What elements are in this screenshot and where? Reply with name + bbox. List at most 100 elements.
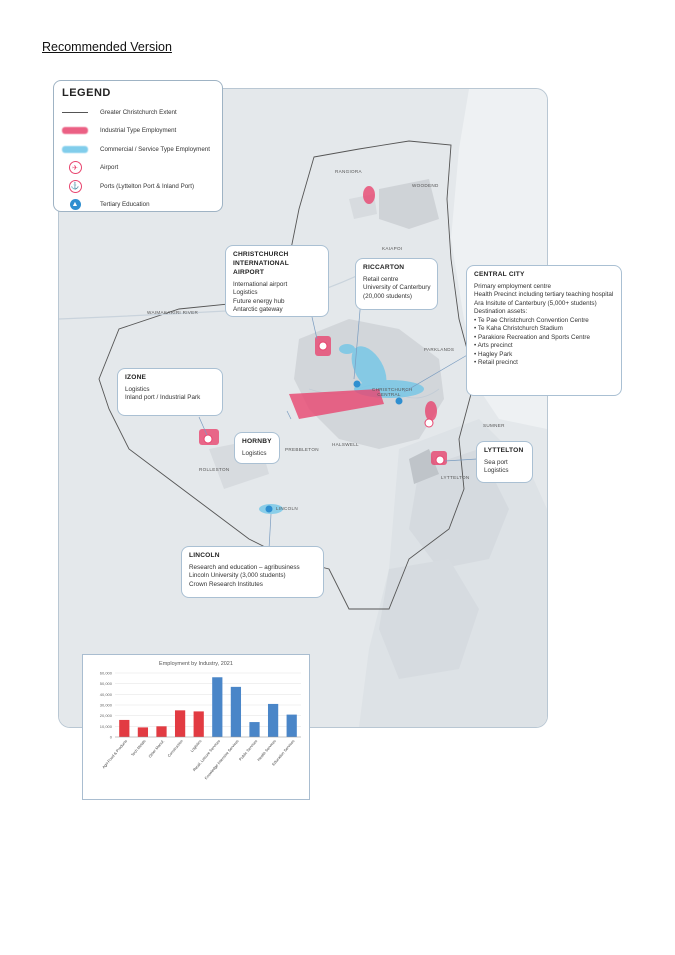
- legend-title: LEGEND: [62, 87, 111, 99]
- callout-line: • Parakiore Recreation and Sports Centre: [474, 333, 590, 341]
- callout-line: Crown Research Institutes: [189, 580, 263, 588]
- callout-line: Future energy hub: [233, 297, 285, 305]
- callout-title: CHRISTCHURCH: [233, 251, 289, 258]
- bar: [286, 714, 297, 737]
- bar: [119, 719, 130, 737]
- x-tick-label: Health Services: [257, 739, 277, 762]
- place-halswell: HALSWELL: [332, 442, 359, 447]
- callout-izone: IZONE Logistics Inland port / Industrial…: [117, 368, 223, 416]
- legend-item-education: ▲ Tertiary Education: [62, 196, 214, 215]
- callout-line: Inland port / Industrial Park: [125, 394, 201, 402]
- airport-icon: [318, 341, 328, 351]
- callout-line: Research and education – agribusiness: [189, 563, 300, 571]
- callout-line: Health Precinct including tertiary teach…: [474, 291, 614, 299]
- callout-line: Logistics: [125, 385, 150, 393]
- legend-item-label: Industrial Type Employment: [100, 127, 177, 135]
- callout-line: • Te Kaha Christchurch Stadium: [474, 325, 563, 333]
- callout-line: (20,000 students): [363, 292, 413, 300]
- legend-item-industrial: Industrial Type Employment: [62, 122, 214, 141]
- callout-line: • Te Pae Christchurch Convention Centre: [474, 316, 589, 324]
- callout-title: IZONE: [125, 374, 147, 381]
- place-lincoln: LINCOLN: [276, 506, 299, 511]
- y-tick-label: 60,000: [100, 671, 113, 676]
- legend-item-label: Ports (Lyttelton Port & Inland Port): [100, 182, 194, 190]
- callout-title: HORNBY: [242, 438, 272, 445]
- place-parklands: PARKLANDS: [424, 347, 455, 352]
- education-icon: ▲: [69, 199, 81, 211]
- callout-line: • Arts precinct: [474, 342, 513, 350]
- callout-line: Logistics: [233, 289, 258, 297]
- callout-lyttelton: LYTTELTON Sea port Logistics: [476, 441, 533, 483]
- bar: [174, 710, 186, 737]
- commercial-band-icon: [62, 145, 88, 153]
- y-tick-label: 10,000: [100, 724, 113, 729]
- y-tick-label: 30,000: [100, 703, 113, 708]
- greater-christchurch-extent: [98, 140, 476, 610]
- legend-item-label: Greater Christchurch Extent: [100, 108, 177, 116]
- legend-item-extent: Greater Christchurch Extent: [62, 103, 214, 122]
- legend-item-label: Commercial / Service Type Employment: [100, 145, 210, 153]
- callout-line: Sea port: [484, 458, 508, 466]
- y-tick-label: 20,000: [100, 713, 113, 718]
- callout-title: LINCOLN: [189, 552, 220, 559]
- x-tick-label: Logistics: [190, 739, 203, 753]
- place-christchurch-central: CHRISTCHURCH CENTRAL: [372, 387, 413, 397]
- legend-item-commercial: Commercial / Service Type Employment: [62, 140, 214, 159]
- callout-line: International airport: [233, 280, 288, 288]
- bar: [249, 722, 260, 737]
- industrial-band-icon: [62, 127, 88, 135]
- bar: [193, 711, 204, 737]
- legend-item-label: Tertiary Education: [100, 201, 150, 209]
- legend: LEGEND Greater Christchurch Extent Indus…: [53, 80, 223, 212]
- callout-hornby: HORNBY Logistics: [234, 432, 280, 464]
- bar: [212, 677, 223, 737]
- callout-line: Logistics: [484, 467, 509, 475]
- airport-icon: ✈: [68, 161, 82, 175]
- x-tick-label: Public Services: [239, 739, 259, 762]
- callout-airport: CHRISTCHURCH INTERNATIONAL AIRPORT Inter…: [225, 245, 329, 317]
- x-tick-label: Agri-Food & Products: [102, 739, 128, 769]
- x-tick-label: Construction: [167, 739, 184, 758]
- x-tick-label: Other Manuf.: [148, 739, 165, 759]
- callout-line: Logistics: [242, 449, 267, 457]
- place-rangiora: RANGIORA: [335, 169, 362, 174]
- place-sumner: SUMNER: [483, 423, 505, 428]
- place-waimakariri-river: WAIMAKARIRI RIVER: [147, 310, 199, 315]
- bar: [230, 686, 242, 737]
- place-lyttelton: LYTTELTON: [441, 475, 470, 480]
- callout-line: Retail centre: [363, 275, 399, 283]
- x-tick-label: Tech Metals: [131, 739, 147, 757]
- callout-line: Primary employment centre: [474, 282, 551, 290]
- chart-canvas: Employment by Industry, 2021 0 10,000 20,00…: [100, 661, 301, 780]
- education-icon: [265, 380, 403, 513]
- place-woodend: WOODEND: [412, 183, 439, 188]
- callout-central-city: CENTRAL CITY Primary employment centre H…: [466, 265, 622, 396]
- legend-item-label: Airport: [100, 164, 119, 172]
- callout-line: • Hagley Park: [474, 350, 513, 358]
- callout-line: Antarctic gateway: [233, 306, 283, 314]
- place-rolleston: ROLLESTON: [199, 467, 230, 472]
- callout-title: RICCARTON: [363, 264, 405, 271]
- bar: [137, 727, 149, 737]
- callout-line: • Retail precinct: [474, 359, 518, 367]
- page-heading: Recommended Version: [42, 40, 172, 54]
- callout-title: LYTTELTON: [484, 447, 524, 454]
- y-tick-label: 0: [110, 735, 113, 740]
- place-prebbleton: PREBBLETON: [285, 447, 319, 452]
- bar: [267, 703, 279, 737]
- callout-line: University of Canterbury: [363, 284, 431, 292]
- port-icon: ⚓: [68, 179, 82, 193]
- callout-line: Lincoln University (3,000 students): [189, 572, 286, 580]
- callout-title: CENTRAL CITY: [474, 271, 525, 278]
- place-kaiapoi: KAIAPOI: [382, 246, 403, 251]
- callout-title: INTERNATIONAL AIRPORT: [233, 259, 289, 276]
- legend-item-ports: ⚓ Ports (Lyttelton Port & Inland Port): [62, 177, 214, 196]
- callout-line: Ara Insitute of Canterbury (5,000+ stude…: [474, 299, 597, 307]
- legend-item-airport: ✈ Airport: [62, 159, 214, 178]
- callout-riccarton: RICCARTON Retail centre University of Ca…: [355, 258, 438, 310]
- bar: [156, 726, 167, 737]
- y-tick-label: 40,000: [100, 692, 113, 697]
- port-icon: [203, 418, 445, 465]
- employment-chart: Employment by Industry, 2021 0 10,000 20,00…: [82, 654, 310, 800]
- callout-line: Destination assets:: [474, 308, 528, 316]
